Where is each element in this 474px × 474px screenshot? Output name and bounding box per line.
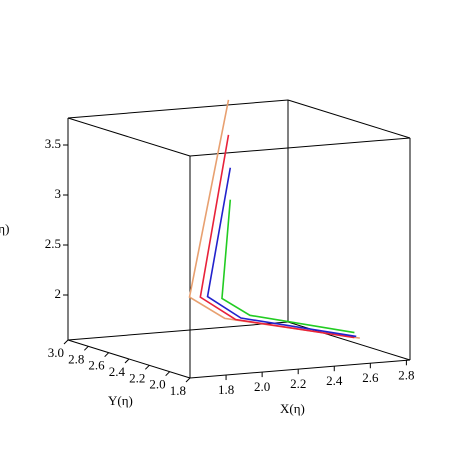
y-tick [104,352,110,358]
y-tick [165,371,171,377]
z-tick-label: 2.5 [45,236,61,251]
x-tick-label: 2.2 [290,376,306,391]
box-edge [67,321,289,341]
curve [199,134,355,339]
y-tick-label: 1.8 [170,383,186,398]
z-axis-label: Z(η) [0,221,9,236]
y-tick [124,358,130,364]
curve [221,199,355,334]
y-tick [185,377,191,383]
y-tick-label: 2.8 [68,351,84,366]
y-tick [144,364,150,370]
y-tick-label: 2.0 [149,377,165,392]
y-tick-label: 2.2 [129,370,145,385]
box-edge [287,99,411,139]
y-tick [83,345,89,351]
box-edge [67,99,289,119]
z-tick-label: 3 [55,186,62,201]
y-tick-label: 2.4 [109,364,126,379]
y-axis-label: Y(η) [108,393,133,408]
box-edge [67,117,191,157]
box-edge [189,137,411,157]
x-tick-label: 1.8 [218,382,234,397]
y-tick-label: 2.6 [88,358,105,373]
curve [188,99,360,339]
x-axis-label: X(η) [280,401,305,416]
x-tick-label: 2.4 [326,373,343,388]
box-edge [189,359,411,379]
x-tick-label: 2.6 [362,370,379,385]
y-tick-label: 3.0 [48,345,64,360]
z-tick-label: 2 [55,286,62,301]
x-tick-label: 2.8 [398,367,414,382]
curve [206,167,357,338]
x-tick-label: 2.0 [254,379,270,394]
z-tick-label: 3.5 [45,136,61,151]
y-tick [63,339,69,345]
